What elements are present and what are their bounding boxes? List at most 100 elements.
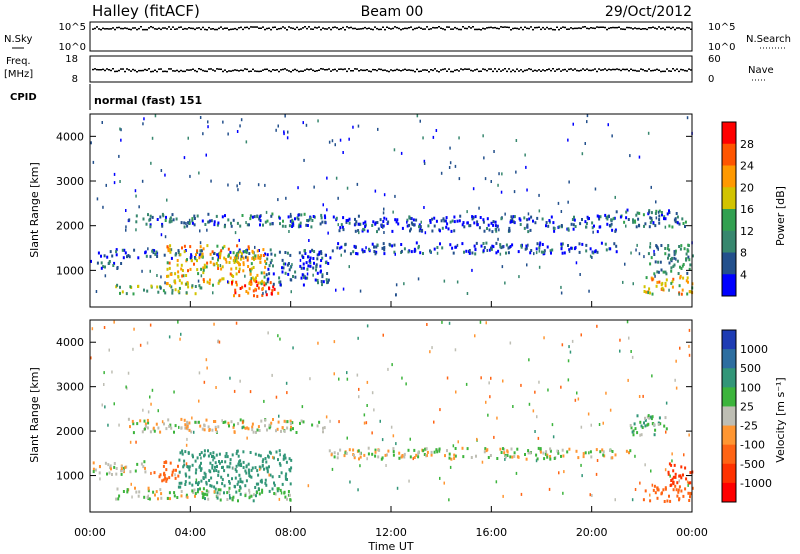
nsky-point [426,26,428,28]
freq-point [336,70,338,72]
freq-point [562,69,564,71]
heatmap-cell [591,226,594,230]
heatmap-cell [585,243,588,247]
freq-point [96,68,98,71]
heatmap-cell [101,121,103,124]
heatmap-cell [227,421,230,425]
heatmap-cell [654,260,657,264]
heatmap-cell [209,452,212,456]
heatmap-cell [326,272,329,275]
heatmap-cell [144,470,147,474]
heatmap-cell [121,248,124,252]
heatmap-cell [147,421,150,425]
heatmap-cell [260,271,263,275]
heatmap-cell [187,221,190,225]
heatmap-cell [179,337,181,341]
heatmap-cell [667,244,670,247]
heatmap-cell [265,273,268,277]
heatmap-cell [567,359,570,363]
heatmap-cell [279,222,281,226]
nsky-point [232,28,234,30]
heatmap-cell [259,454,262,458]
heatmap-cell [393,148,396,152]
freq-point [210,68,212,70]
heatmap-cell [216,491,219,495]
heatmap-cell [505,251,507,255]
freq-point [566,70,568,72]
heatmap-cell [672,488,675,492]
nsky-point [534,26,536,29]
heatmap-cell [684,487,687,491]
heatmap-cell [247,291,250,295]
heatmap-cell [146,426,149,430]
nsky-point [458,28,460,31]
heatmap-cell [408,223,411,227]
heatmap-cell [146,341,149,345]
nsky-point [344,29,346,31]
heatmap-cell [129,285,132,289]
heatmap-cell [397,222,400,226]
heatmap-cell [215,469,218,472]
heatmap-cell [497,249,500,253]
heatmap-cell [591,221,594,225]
heatmap-cell [264,265,267,269]
heatmap-cell [285,420,288,424]
colorbar-tick-label: 24 [740,160,754,173]
heatmap-cell [679,474,682,478]
heatmap-cell [530,249,533,252]
heatmap-cell [589,450,592,454]
heatmap-cell [208,428,211,432]
heatmap-cell [653,249,655,253]
nsky-point [128,28,130,30]
heatmap-cell [322,280,325,284]
heatmap-cell [227,218,230,222]
freq-point [506,70,508,73]
heatmap-cell [268,264,271,268]
heatmap-cell [168,335,171,339]
nsky-point [150,26,152,28]
nsky-point [528,27,530,30]
nsky-point [332,26,334,29]
heatmap-cell [166,496,169,500]
freq-point [600,69,602,71]
heatmap-cell [277,420,280,424]
heatmap-cell [330,453,333,457]
heatmap-cell [469,224,472,228]
heatmap-cell [258,465,261,469]
heatmap-cell [480,376,482,380]
colorbar-swatch [722,187,736,210]
heatmap-cell [653,484,656,488]
heatmap-cell [519,223,522,226]
heatmap-cell [508,229,510,233]
heatmap-cell [206,228,208,232]
heatmap-cell [415,453,418,457]
heatmap-cell [458,219,461,223]
heatmap-cell [426,453,428,457]
heatmap-cell [266,253,269,257]
heatmap-cell [161,222,164,226]
heatmap-cell [190,430,193,434]
heatmap-cell [193,488,196,492]
freq-point [234,69,236,71]
heatmap-cell [366,457,368,461]
x-tick-label: 12:00 [375,526,407,539]
freq-point [406,69,408,71]
heatmap-cell [496,457,499,460]
freq-point [132,68,134,71]
freq-point [154,69,156,71]
heatmap-cell [307,264,310,268]
freq-point [650,70,652,72]
heatmap-cell [320,213,323,217]
heatmap-cell [163,461,166,464]
nsky-point [676,27,678,29]
heatmap-cell [412,457,414,461]
heatmap-cell [488,381,490,385]
nsky-point [686,26,688,29]
heatmap-cell [305,123,308,127]
nsky-point [252,26,254,28]
heatmap-cell [246,426,249,430]
heatmap-cell [220,267,223,271]
heatmap-cell [691,254,694,258]
heatmap-cell [134,469,137,473]
